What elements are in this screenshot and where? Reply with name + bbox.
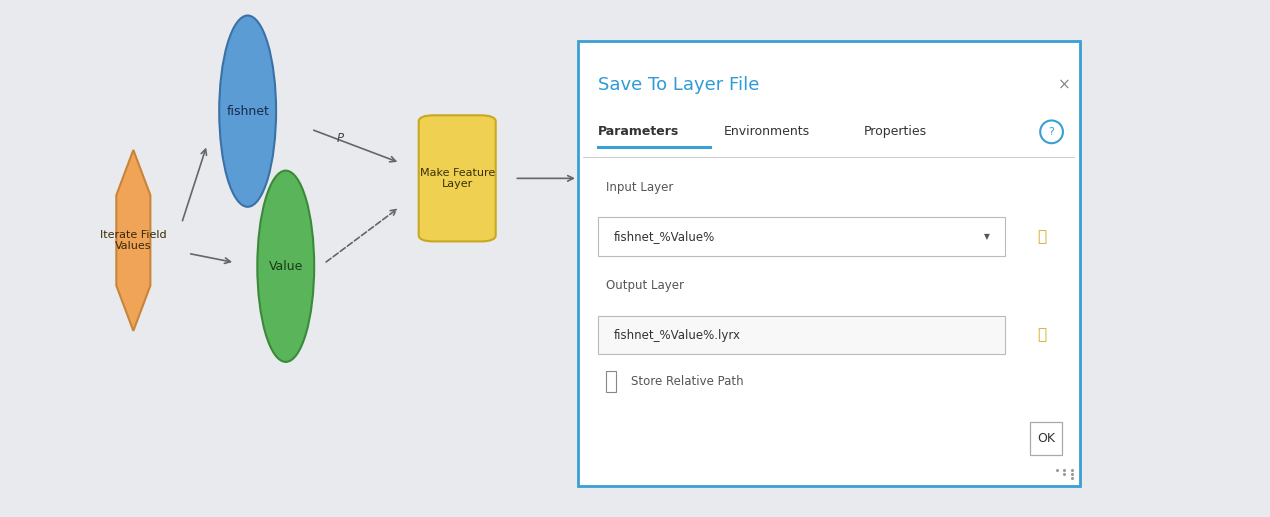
Ellipse shape bbox=[620, 80, 676, 277]
FancyBboxPatch shape bbox=[859, 176, 864, 181]
FancyBboxPatch shape bbox=[598, 315, 1005, 355]
Text: fishnet_%Value
%: fishnet_%Value % bbox=[608, 167, 687, 190]
FancyBboxPatch shape bbox=[813, 176, 818, 181]
FancyBboxPatch shape bbox=[606, 371, 616, 392]
Text: OK: OK bbox=[1038, 432, 1055, 445]
Text: ?: ? bbox=[1049, 127, 1054, 137]
FancyBboxPatch shape bbox=[1030, 422, 1062, 455]
Ellipse shape bbox=[258, 171, 314, 362]
Text: ▼: ▼ bbox=[984, 232, 989, 241]
FancyBboxPatch shape bbox=[813, 233, 818, 238]
FancyBboxPatch shape bbox=[859, 233, 864, 238]
Text: fishnet_%Value%.lyrx: fishnet_%Value%.lyrx bbox=[613, 328, 740, 342]
FancyBboxPatch shape bbox=[836, 233, 841, 238]
FancyBboxPatch shape bbox=[419, 115, 495, 241]
Text: fishnet_%Value%: fishnet_%Value% bbox=[613, 230, 715, 244]
FancyBboxPatch shape bbox=[800, 115, 876, 241]
Text: Output Layer: Output Layer bbox=[992, 173, 1066, 184]
Text: 📁: 📁 bbox=[1036, 327, 1046, 343]
FancyBboxPatch shape bbox=[859, 119, 864, 124]
Text: Environments: Environments bbox=[724, 125, 810, 139]
FancyBboxPatch shape bbox=[578, 41, 1080, 486]
Text: P: P bbox=[337, 131, 344, 145]
Text: Store Relative Path: Store Relative Path bbox=[631, 375, 744, 388]
Ellipse shape bbox=[1040, 120, 1063, 143]
FancyBboxPatch shape bbox=[598, 218, 1005, 256]
Text: Save To Layer File: Save To Layer File bbox=[598, 77, 759, 94]
Text: fishnet: fishnet bbox=[226, 104, 269, 118]
Text: Save To Layer
File: Save To Layer File bbox=[800, 168, 876, 189]
Text: 📁: 📁 bbox=[1036, 229, 1046, 245]
Text: Parameters: Parameters bbox=[598, 125, 679, 139]
FancyBboxPatch shape bbox=[813, 119, 818, 124]
FancyBboxPatch shape bbox=[836, 119, 841, 124]
Ellipse shape bbox=[1001, 80, 1057, 277]
Text: Value: Value bbox=[268, 260, 304, 273]
Text: Output Layer: Output Layer bbox=[606, 279, 683, 293]
Ellipse shape bbox=[220, 16, 276, 207]
Text: Properties: Properties bbox=[864, 125, 927, 139]
Text: Make Feature
Layer: Make Feature Layer bbox=[419, 168, 495, 189]
Text: Input Layer: Input Layer bbox=[606, 181, 673, 194]
Polygon shape bbox=[117, 150, 150, 331]
Text: Iterate Field
Values: Iterate Field Values bbox=[100, 230, 166, 251]
Text: ×: × bbox=[1058, 78, 1071, 93]
